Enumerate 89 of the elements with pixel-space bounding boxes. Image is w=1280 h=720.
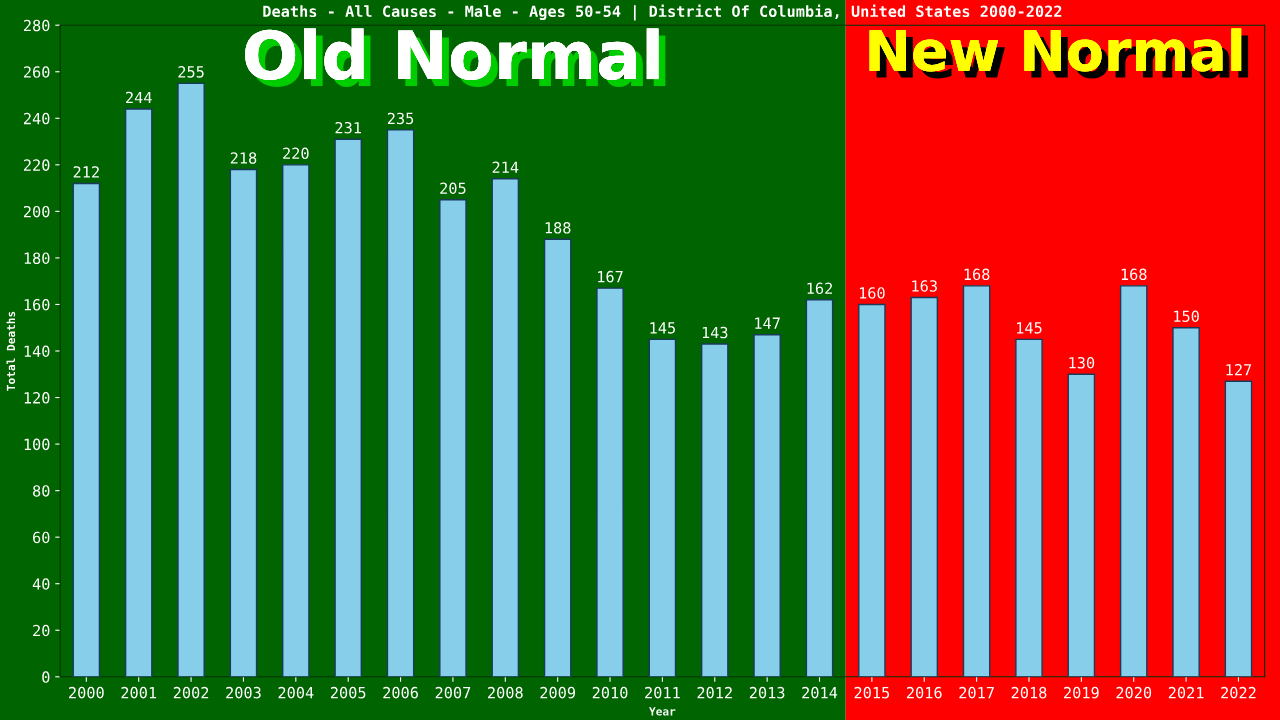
y-tick-label: 80	[33, 485, 50, 497]
y-tick-label: 200	[23, 205, 50, 218]
y-tick-label: 120	[24, 392, 50, 404]
x-tick-label: 2001	[121, 686, 157, 699]
y-tick-label: 0	[42, 671, 50, 683]
x-tick-label: 2012	[697, 686, 732, 699]
x-tick-label: 2018	[1011, 686, 1047, 699]
bar	[334, 138, 362, 677]
y-tick-label: 220	[23, 159, 50, 171]
y-tick-label: 40	[32, 578, 50, 590]
data-label: 127	[1226, 363, 1252, 376]
bar	[700, 343, 729, 677]
x-tick-label: 2009	[540, 686, 576, 699]
y-tick-label: 280	[23, 19, 50, 32]
data-label: 235	[387, 112, 414, 125]
bar	[1119, 285, 1148, 677]
data-label: 167	[598, 270, 623, 283]
x-tick-label: 2017	[959, 686, 994, 699]
data-label: 130	[1069, 356, 1095, 369]
bar	[962, 285, 991, 677]
x-tick-label: 2013	[749, 686, 785, 699]
x-tick-label: 2000	[69, 686, 104, 699]
bar	[910, 296, 939, 677]
bar	[596, 287, 624, 677]
bar	[858, 303, 886, 677]
y-tick-label: 60	[33, 531, 50, 544]
bar	[177, 82, 205, 677]
data-label: 205	[440, 182, 466, 194]
data-label: 163	[912, 280, 937, 292]
y-tick-label: 160	[24, 298, 50, 311]
bar	[439, 199, 467, 677]
data-label: 162	[807, 282, 832, 295]
y-tick-label: 260	[23, 66, 50, 78]
bar	[124, 108, 153, 677]
data-label: 145	[650, 322, 675, 334]
x-tick-label: 2019	[1064, 686, 1099, 699]
data-label: 218	[230, 152, 257, 164]
band-label: Old Normal	[245, 28, 666, 88]
data-label: 150	[1174, 310, 1199, 322]
x-tick-label: 2022	[1221, 686, 1256, 699]
bar	[229, 168, 258, 677]
data-label: 255	[178, 66, 204, 78]
bar	[805, 299, 834, 677]
bar	[72, 182, 101, 677]
x-tick-label: 2021	[1168, 686, 1204, 699]
y-tick-label: 20	[33, 624, 50, 637]
data-label: 220	[283, 147, 309, 160]
x-tick-label: 2004	[278, 686, 314, 699]
y-tick-label: 240	[23, 112, 50, 125]
data-label: 168	[1121, 268, 1147, 281]
y-tick-label: 140	[24, 345, 50, 358]
bar	[1172, 327, 1200, 677]
x-tick-label: 2002	[173, 686, 209, 699]
x-tick-label: 2016	[906, 686, 942, 699]
bar	[386, 129, 415, 677]
bar	[1067, 373, 1096, 677]
data-label: 145	[1017, 322, 1042, 334]
bar	[282, 164, 310, 677]
bar	[491, 178, 520, 677]
data-label: 231	[335, 121, 361, 134]
data-label: 147	[755, 317, 780, 329]
x-tick-label: 2010	[592, 686, 628, 699]
band-label: New Normal	[869, 28, 1249, 79]
data-label: 212	[73, 166, 99, 178]
x-tick-label: 2007	[435, 686, 471, 699]
x-tick-label: 2015	[854, 686, 890, 699]
x-tick-label: 2020	[1116, 686, 1152, 699]
data-label: 143	[702, 326, 728, 339]
x-tick-label: 2014	[802, 686, 838, 699]
chart-title: Deaths - All Causes - Male - Ages 50-54 | District Of Columbia, United States 2000-2022	[263, 4, 1062, 21]
y-tick-label: 180	[24, 252, 50, 264]
x-tick-label: 2008	[488, 686, 523, 699]
bar	[753, 334, 781, 677]
bar	[1224, 380, 1253, 677]
x-tick-label: 2006	[383, 686, 418, 699]
data-label: 160	[859, 287, 885, 299]
y-tick-label: 100	[24, 438, 50, 451]
x-tick-label: 2003	[226, 686, 261, 699]
bar	[648, 338, 677, 677]
bar	[543, 238, 572, 677]
bar	[1015, 338, 1043, 677]
data-label: 168	[964, 268, 990, 281]
x-tick-label: 2005	[330, 686, 366, 699]
y-axis-title: Total Deaths	[6, 311, 16, 391]
data-label: 244	[126, 91, 152, 104]
x-axis-title: Year	[649, 707, 676, 716]
data-label: 188	[545, 222, 571, 234]
x-tick-label: 2011	[645, 686, 680, 699]
data-label: 214	[492, 161, 519, 173]
